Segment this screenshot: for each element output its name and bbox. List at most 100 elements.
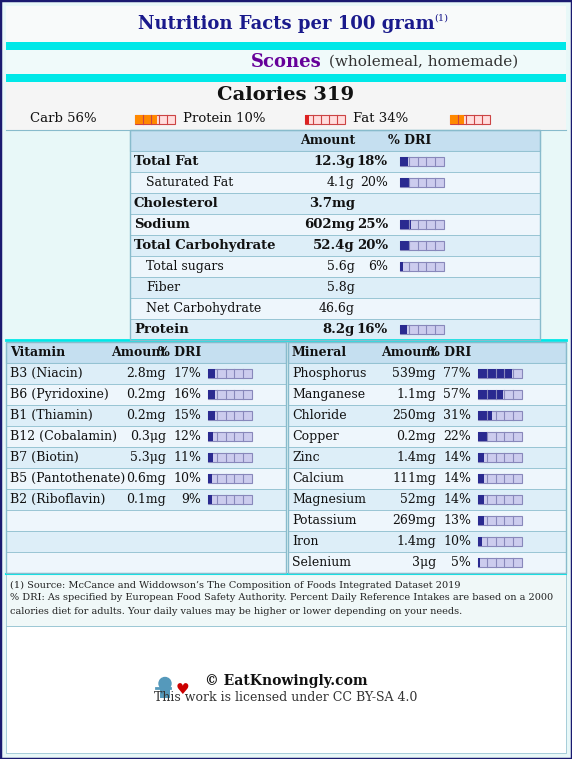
Bar [130, 151, 540, 172]
Bar [208, 474, 252, 483]
Bar [208, 453, 213, 462]
Bar [6, 363, 286, 384]
Text: 3.7mg: 3.7mg [309, 197, 355, 210]
Text: Amount: Amount [300, 134, 355, 147]
Text: 52.4g: 52.4g [313, 239, 355, 252]
Bar [478, 474, 484, 483]
Text: 269mg: 269mg [392, 514, 436, 527]
Bar [478, 369, 522, 378]
Text: 22%: 22% [443, 430, 471, 443]
Bar [288, 405, 566, 426]
Text: 12%: 12% [173, 430, 201, 443]
Text: B6 (Pyridoxine): B6 (Pyridoxine) [10, 388, 109, 401]
Text: Saturated Fat: Saturated Fat [146, 176, 233, 189]
Text: 5.3μg: 5.3μg [130, 451, 166, 464]
Circle shape [159, 678, 171, 689]
Text: 0.1mg: 0.1mg [126, 493, 166, 506]
Bar [400, 157, 444, 166]
Text: 5.8g: 5.8g [327, 281, 355, 294]
Bar [400, 241, 444, 250]
Bar [478, 390, 522, 399]
Text: Iron: Iron [292, 535, 319, 548]
Text: Chloride: Chloride [292, 409, 347, 422]
Bar [288, 384, 566, 405]
Bar [208, 432, 252, 441]
Text: 0.6mg: 0.6mg [126, 472, 166, 485]
Text: Manganese: Manganese [292, 388, 365, 401]
Text: B1 (Thiamin): B1 (Thiamin) [10, 409, 93, 422]
Bar [400, 241, 409, 250]
Bar [6, 574, 566, 626]
Bar [400, 178, 444, 187]
Bar [288, 552, 566, 573]
Bar [208, 390, 252, 399]
Text: (wholemeal, homemade): (wholemeal, homemade) [324, 55, 518, 69]
Bar [130, 256, 540, 277]
Text: 13%: 13% [443, 514, 471, 527]
Bar [478, 453, 484, 462]
Text: B7 (Biotin): B7 (Biotin) [10, 451, 79, 464]
Bar [6, 626, 566, 753]
Bar [160, 684, 170, 698]
Bar [135, 115, 175, 124]
Bar [6, 531, 286, 552]
Text: 5%: 5% [451, 556, 471, 569]
Text: % DRI: As specified by European Food Safety Authority. Percent Daily Reference I: % DRI: As specified by European Food Saf… [10, 594, 553, 603]
Bar [6, 108, 566, 130]
Text: 20%: 20% [360, 176, 388, 189]
Text: Protein 10%: Protein 10% [183, 112, 265, 125]
Text: Fat 34%: Fat 34% [353, 112, 408, 125]
Text: Vitamin: Vitamin [10, 346, 65, 359]
Bar [478, 537, 522, 546]
Bar [6, 342, 286, 363]
Text: Amount: Amount [381, 346, 436, 359]
Text: Fiber: Fiber [146, 281, 180, 294]
Text: Magnesium: Magnesium [292, 493, 366, 506]
Text: (1) Source: McCance and Widdowson’s The Composition of Foods Integrated Dataset : (1) Source: McCance and Widdowson’s The … [10, 581, 460, 590]
Bar [478, 369, 512, 378]
Text: 12.3g: 12.3g [313, 155, 355, 168]
Bar [288, 468, 566, 489]
Text: Copper: Copper [292, 430, 339, 443]
Bar [208, 369, 216, 378]
Bar [6, 510, 286, 531]
Text: 16%: 16% [357, 323, 388, 336]
Bar [208, 474, 212, 483]
Bar [450, 115, 490, 124]
Text: B3 (Niacin): B3 (Niacin) [10, 367, 82, 380]
Bar [6, 447, 286, 468]
Text: % DRI: % DRI [158, 346, 201, 359]
Bar [130, 130, 540, 340]
Bar [478, 432, 522, 441]
Text: Scones: Scones [251, 53, 321, 71]
Text: 52mg: 52mg [400, 493, 436, 506]
Bar [130, 277, 540, 298]
Text: Sodium: Sodium [134, 218, 190, 231]
Bar [478, 558, 522, 567]
Bar [478, 453, 522, 462]
Text: 18%: 18% [357, 155, 388, 168]
Text: B5 (Pantothenate): B5 (Pantothenate) [10, 472, 125, 485]
Bar [208, 390, 215, 399]
Text: 539mg: 539mg [392, 367, 436, 380]
Text: 0.3μg: 0.3μg [130, 430, 166, 443]
Bar [208, 453, 252, 462]
Bar [6, 552, 286, 573]
Text: % DRI: % DRI [428, 346, 471, 359]
Text: Zinc: Zinc [292, 451, 320, 464]
Bar [208, 432, 213, 441]
Text: 15%: 15% [173, 409, 201, 422]
Text: 250mg: 250mg [392, 409, 436, 422]
Text: 14%: 14% [443, 493, 471, 506]
Text: B12 (Cobalamin): B12 (Cobalamin) [10, 430, 117, 443]
Text: Phosphorus: Phosphorus [292, 367, 367, 380]
Bar [305, 115, 309, 124]
Text: Cholesterol: Cholesterol [134, 197, 219, 210]
Bar [400, 325, 407, 334]
Bar [130, 214, 540, 235]
Bar [288, 531, 566, 552]
Text: 4.1g: 4.1g [327, 176, 355, 189]
Bar [208, 411, 252, 420]
Text: © EatKnowingly.com: © EatKnowingly.com [205, 675, 367, 688]
Text: B2 (Riboflavin): B2 (Riboflavin) [10, 493, 105, 506]
